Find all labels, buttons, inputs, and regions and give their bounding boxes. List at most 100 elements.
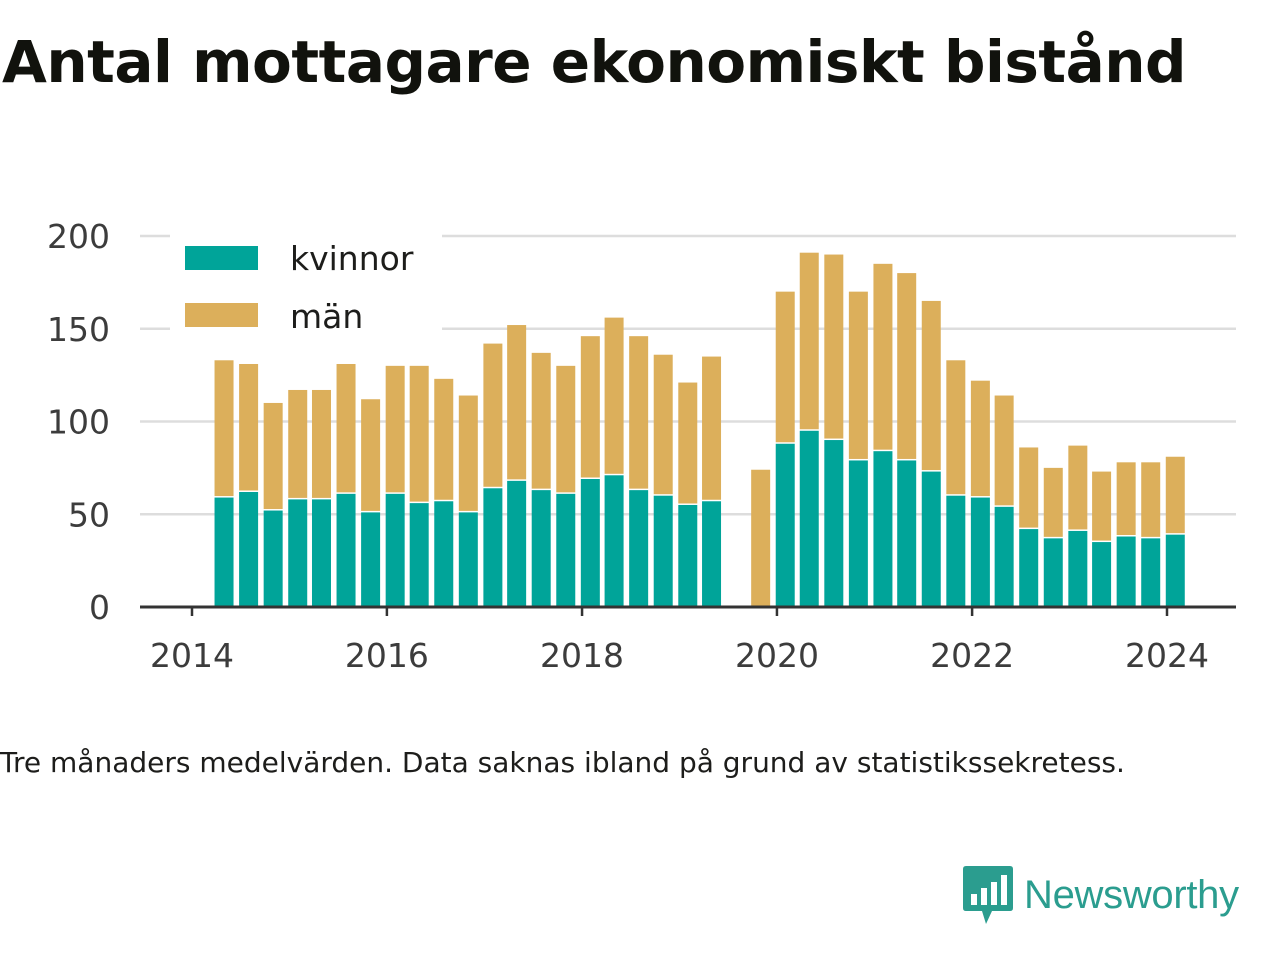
bar-man [434,378,454,500]
bar-man [214,360,234,497]
bar-kvinnor [775,443,795,607]
bar-man [385,365,405,493]
bar-man [946,360,966,495]
bar-kvinnor [1141,538,1161,607]
bar-kvinnor [799,430,819,607]
bar-man [775,291,795,443]
x-tick-label: 2022 [930,636,1014,675]
bar-kvinnor [1116,536,1136,607]
bar-man [873,263,893,450]
stacked-bar-chart: 2014 2016 2018 2020 2022 2024 0 50 100 150 200 kv… [47,217,1236,675]
legend-swatch-man [185,303,258,327]
bars [214,252,1185,607]
bar-kvinnor [311,499,331,607]
bar-kvinnor [409,503,429,607]
bar-man [361,399,381,511]
bar-man [507,325,527,480]
bar-kvinnor [897,460,917,607]
bar-man [970,380,990,497]
chart-title: Antal mottagare ekonomiskt bistånd [2,28,1187,96]
x-tick-label: 2020 [735,636,819,675]
y-tick-label: 200 [47,217,110,256]
bar-kvinnor [970,497,990,607]
x-tick-label: 2014 [150,636,234,675]
brand-name: Newsworthy [1024,872,1239,917]
bar-kvinnor [263,510,283,607]
bar-man [1019,447,1039,528]
bar-man [458,395,478,511]
bar-man [1116,462,1136,536]
bar-kvinnor [434,501,454,607]
bar-kvinnor [458,512,478,607]
bar-man [653,354,673,495]
bar-kvinnor [1043,538,1063,607]
bar-man [580,336,600,478]
bar-kvinnor [848,460,868,607]
bar-man [409,365,429,502]
bar-kvinnor [629,490,649,607]
y-tick-label: 100 [47,403,110,442]
bar-kvinnor [1019,529,1039,607]
bar-chart-speech-bubble-icon [963,866,1013,924]
bar-kvinnor [531,490,551,607]
bar-man [531,352,551,489]
bar-man [1068,445,1088,530]
bar-man [921,300,941,471]
bar-kvinnor [385,493,405,607]
brand-logo: Newsworthy [962,862,1239,928]
bar-man [751,469,771,607]
bar-man [288,389,308,498]
bar-man [848,291,868,459]
bar-kvinnor [507,480,527,607]
y-tick-label: 150 [47,310,110,349]
bar-man [1092,471,1112,541]
bar-kvinnor [824,440,844,607]
bar-man [311,389,331,498]
legend-label-man: män [290,297,363,336]
bar-kvinnor [1165,534,1185,607]
bar-kvinnor [288,499,308,607]
y-axis-ticks: 0 50 100 150 200 [47,217,110,627]
bar-kvinnor [921,471,941,607]
bar-kvinnor [702,501,722,607]
bar-kvinnor [1092,542,1112,607]
bar-man [556,365,576,493]
bar-man [336,363,356,493]
bar-kvinnor [483,488,503,607]
bar-man [1043,467,1063,537]
bar-man [263,402,283,510]
bar-kvinnor [678,504,698,607]
footnote: Tre månaders medelvärden. Data saknas ib… [0,746,1125,779]
bar-man [629,336,649,489]
legend: kvinnor män [170,232,442,340]
bar-man [897,273,917,459]
bar-kvinnor [336,493,356,607]
bar-kvinnor [214,497,234,607]
x-axis-ticks: 2014 2016 2018 2020 2022 2024 [150,607,1209,675]
bar-man [799,252,819,430]
bar-man [1165,456,1185,534]
bar-kvinnor [994,506,1014,607]
bar-man [678,382,698,504]
legend-label-kvinnor: kvinnor [290,239,414,278]
bar-kvinnor [604,475,624,607]
bar-kvinnor [946,495,966,607]
bar-kvinnor [580,479,600,607]
bar-kvinnor [873,451,893,607]
bar-man [1141,462,1161,537]
bar-kvinnor [361,512,381,607]
bar-kvinnor [556,493,576,607]
x-tick-label: 2018 [540,636,624,675]
bar-man [483,343,503,487]
bar-man [994,395,1014,506]
y-tick-label: 0 [89,588,110,627]
x-tick-label: 2016 [345,636,429,675]
legend-swatch-kvinnor [185,246,258,270]
bar-man [824,254,844,439]
bar-kvinnor [1068,530,1088,607]
bar-man [239,363,259,491]
x-tick-label: 2024 [1125,636,1209,675]
bar-kvinnor [239,491,259,607]
bar-man [604,317,624,474]
bar-kvinnor [653,495,673,607]
